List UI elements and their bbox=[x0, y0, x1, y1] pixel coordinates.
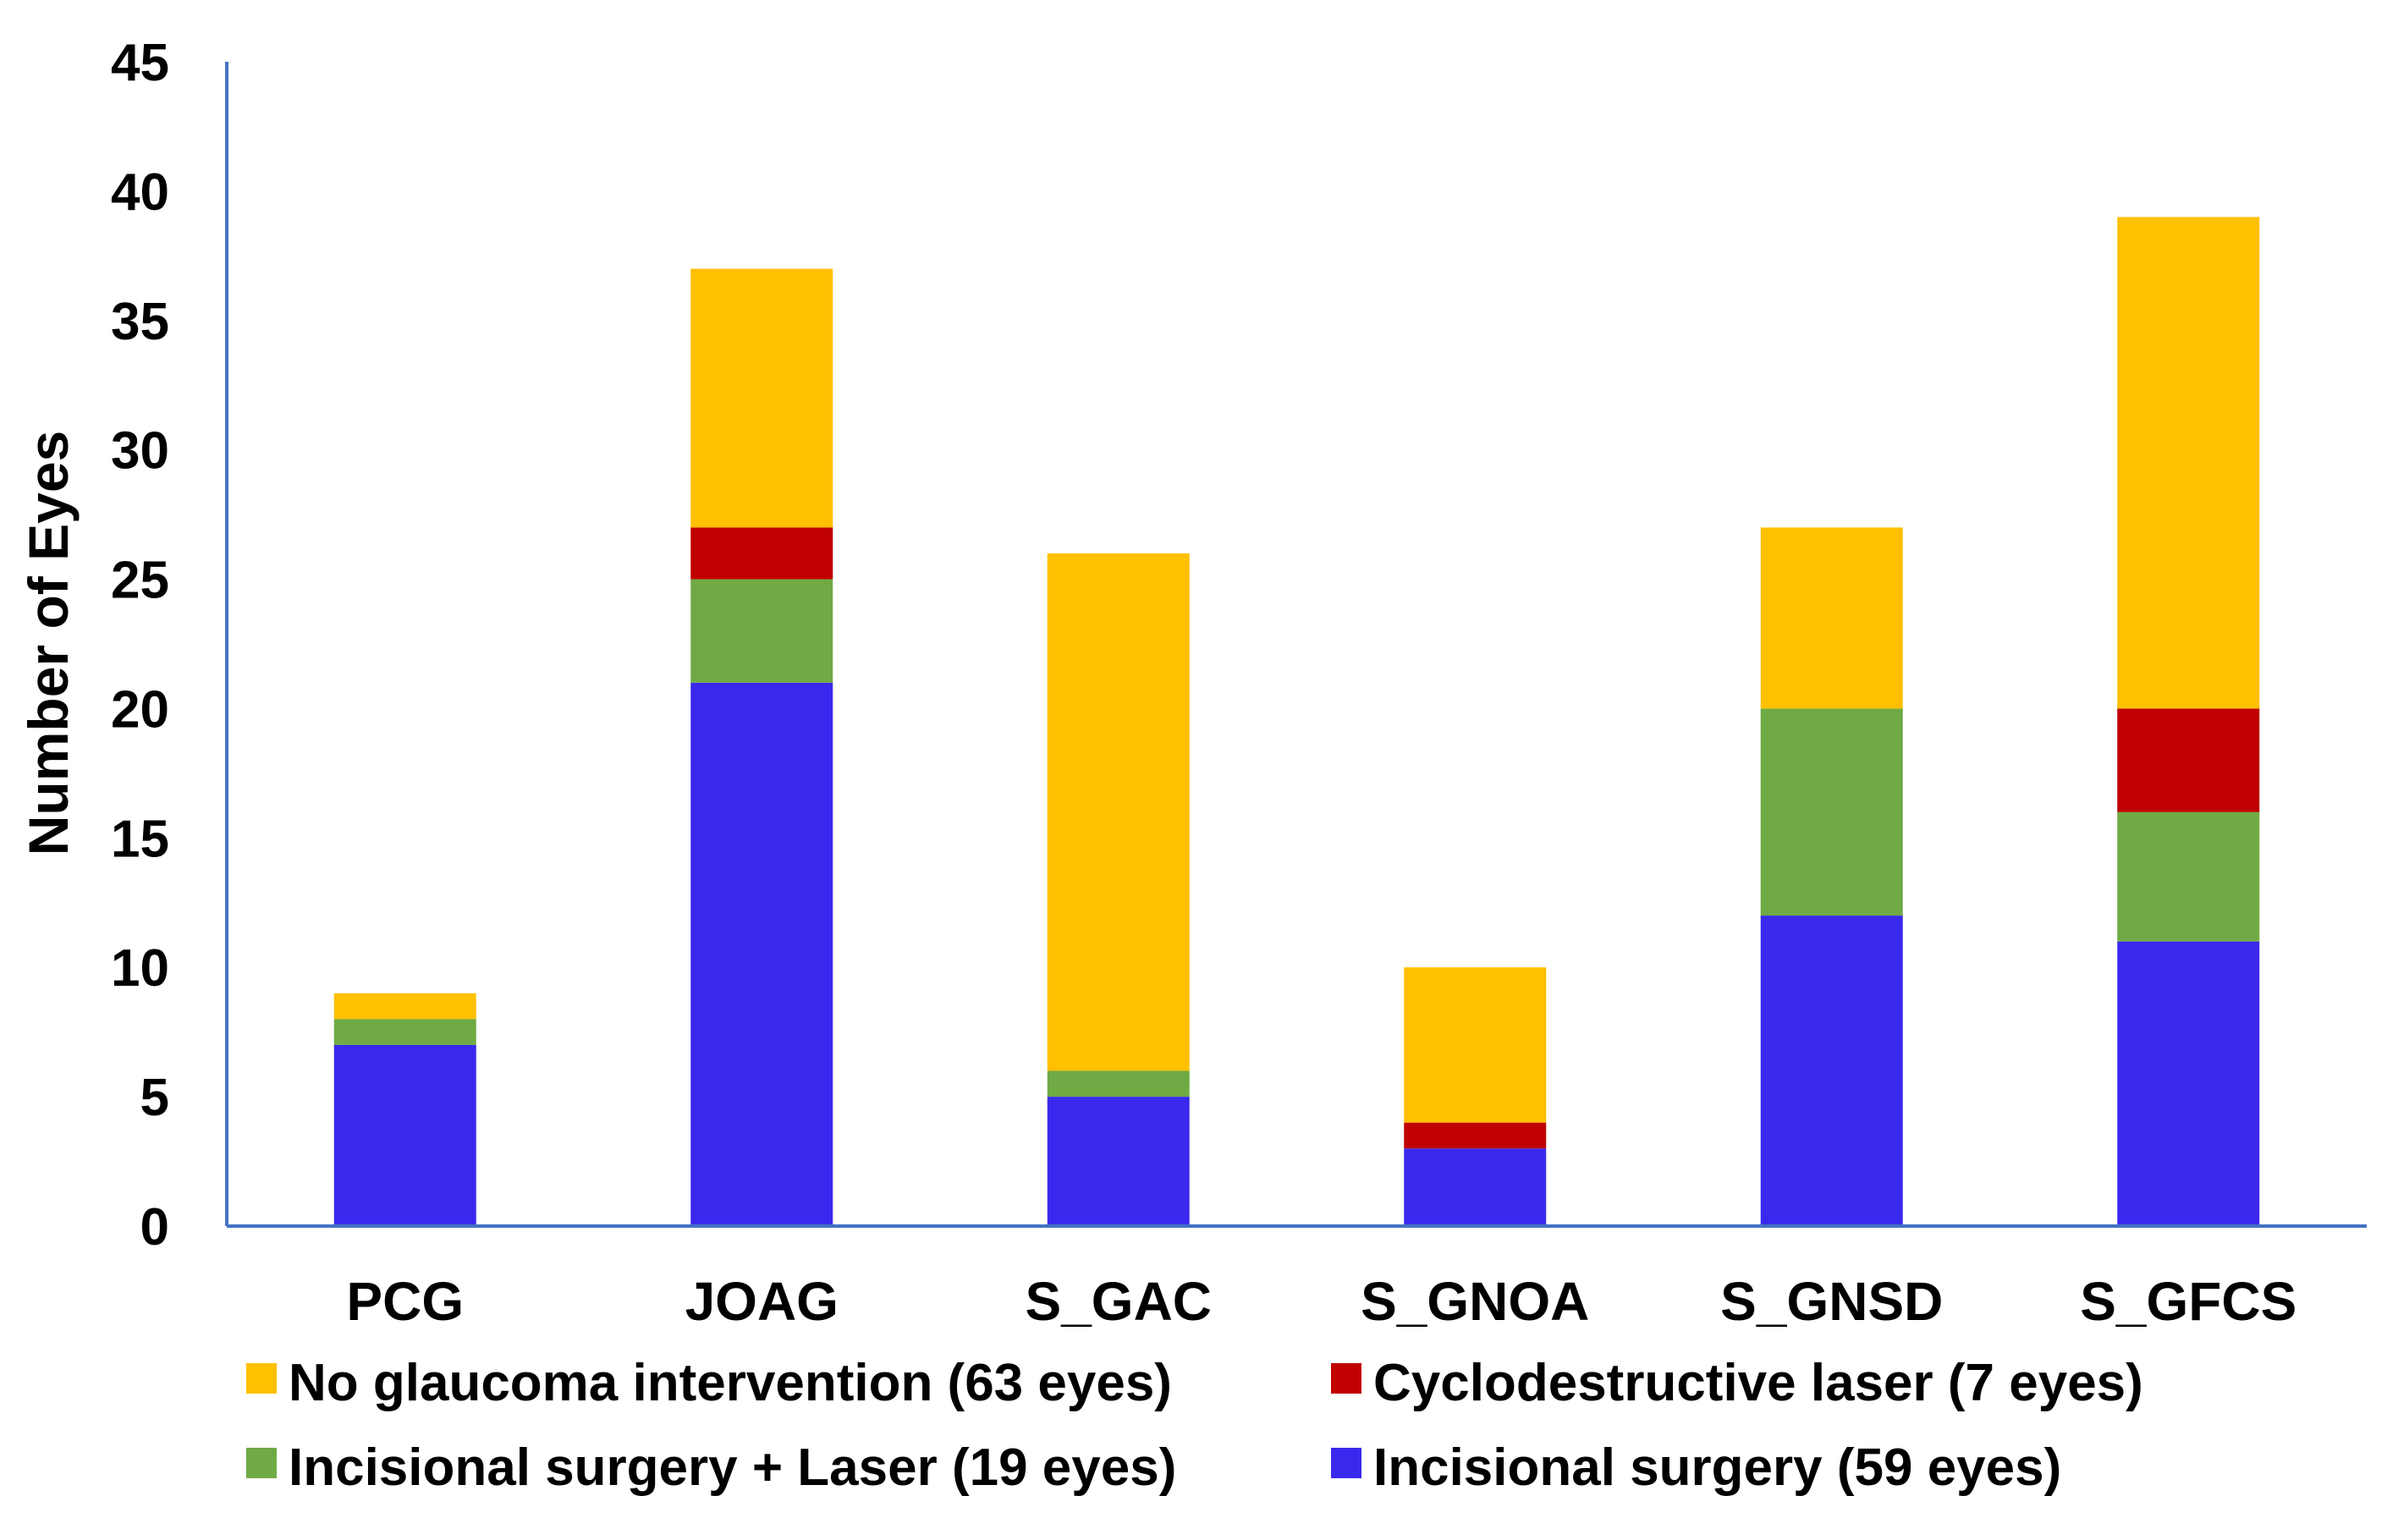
bar-joag-series-3 bbox=[690, 268, 833, 528]
bars-group bbox=[333, 217, 2260, 1226]
bar-pcg-series-0 bbox=[333, 1044, 476, 1226]
y-tick-label-30: 30 bbox=[111, 422, 169, 481]
legend-swatch-3 bbox=[246, 1363, 277, 1394]
bar-s_gac-series-0 bbox=[1047, 1097, 1190, 1226]
y-tick-label-20: 20 bbox=[111, 680, 169, 739]
legend-label-1: Incisional surgery + Laser (19 eyes) bbox=[289, 1438, 1176, 1497]
bar-pcg-series-3 bbox=[333, 993, 476, 1020]
bar-joag-series-0 bbox=[690, 682, 833, 1226]
bar-joag-series-2 bbox=[690, 527, 833, 580]
bar-s_gfcs-series-2 bbox=[2117, 708, 2260, 812]
y-tick-label-0: 0 bbox=[140, 1198, 169, 1257]
x-category-label-s_gnoa: S_GNOA bbox=[1361, 1271, 1589, 1332]
x-category-label-s_gfcs: S_GFCS bbox=[2080, 1271, 2296, 1332]
bar-s_gnoa-series-3 bbox=[1404, 967, 1547, 1123]
bar-s_gnoa-series-0 bbox=[1404, 1148, 1547, 1226]
x-category-label-joag: JOAG bbox=[685, 1271, 839, 1332]
bar-s_gnsd-series-1 bbox=[1760, 708, 1903, 916]
x-category-label-pcg: PCG bbox=[346, 1271, 464, 1332]
x-category-label-s_gac: S_GAC bbox=[1026, 1271, 1213, 1332]
bar-s_gac-series-1 bbox=[1047, 1070, 1190, 1097]
legend-swatch-2 bbox=[1331, 1363, 1361, 1394]
bar-joag-series-1 bbox=[690, 579, 833, 683]
bar-s_gfcs-series-0 bbox=[2117, 941, 2260, 1226]
legend-label-0: Incisional surgery (59 eyes) bbox=[1373, 1438, 2061, 1497]
y-tick-label-5: 5 bbox=[140, 1069, 169, 1127]
legend-swatch-1 bbox=[246, 1448, 277, 1478]
bar-s_gnoa-series-2 bbox=[1404, 1122, 1547, 1149]
x-category-label-s_gnsd: S_GNSD bbox=[1720, 1271, 1943, 1332]
bar-s_gnsd-series-0 bbox=[1760, 916, 1903, 1226]
bar-s_gac-series-3 bbox=[1047, 553, 1190, 1071]
bar-s_gfcs-series-1 bbox=[2117, 811, 2260, 942]
legend-label-3: No glaucoma intervention (63 eyes) bbox=[289, 1354, 1172, 1412]
y-tick-labels: 0 5 10 15 20 25 30 35 40 45 bbox=[111, 34, 169, 1257]
bar-s_gfcs-series-3 bbox=[2117, 217, 2260, 709]
bar-s_gnsd-series-3 bbox=[1760, 527, 1903, 709]
y-tick-label-40: 40 bbox=[111, 163, 169, 222]
legend-label-2: Cyclodestructive laser (7 eyes) bbox=[1373, 1354, 2143, 1412]
y-tick-label-25: 25 bbox=[111, 552, 169, 610]
y-axis-title: Number of Eyes bbox=[17, 431, 80, 855]
legend-swatch-0 bbox=[1331, 1448, 1361, 1478]
x-category-labels: PCG JOAG S_GAC S_GNOA S_GNSD S_GFCS bbox=[346, 1271, 2296, 1332]
y-tick-label-45: 45 bbox=[111, 34, 169, 92]
bar-pcg-series-1 bbox=[333, 1019, 476, 1045]
legend: No glaucoma intervention (63 eyes) Cyclod… bbox=[246, 1354, 2143, 1497]
y-tick-label-35: 35 bbox=[111, 293, 169, 351]
y-tick-label-10: 10 bbox=[111, 939, 169, 998]
y-tick-label-15: 15 bbox=[111, 810, 169, 868]
